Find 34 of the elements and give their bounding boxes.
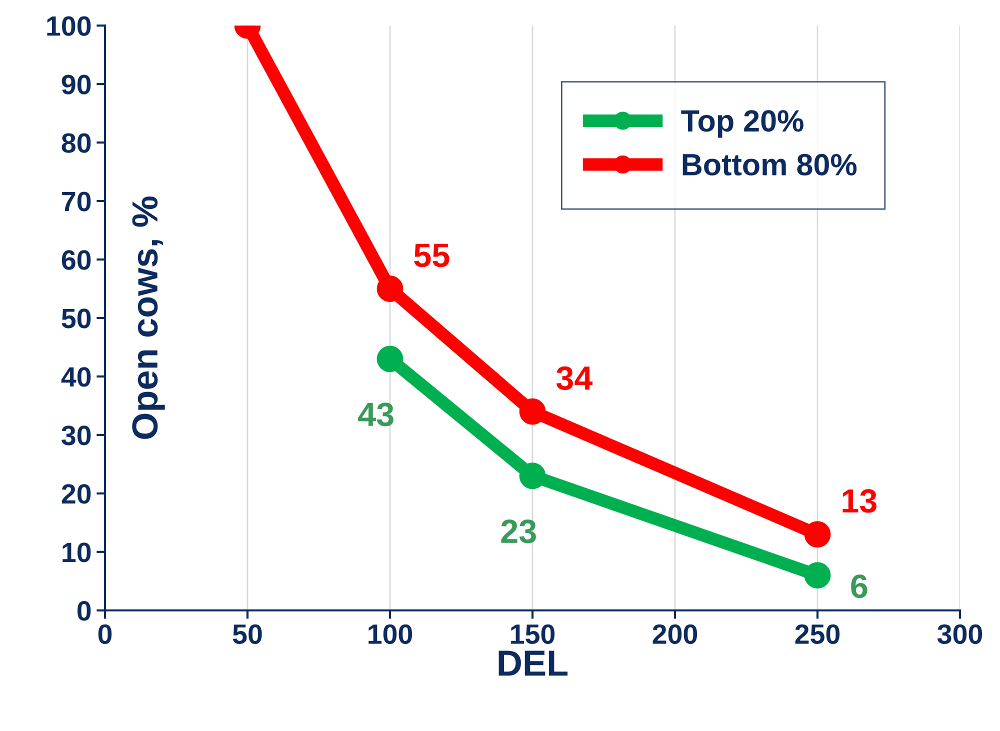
legend-label: Top 20% bbox=[681, 110, 804, 138]
y-tick-label: 60 bbox=[62, 250, 91, 270]
y-tick-label: 50 bbox=[62, 308, 91, 328]
point bbox=[519, 462, 546, 490]
x-tick-label: 200 bbox=[652, 624, 698, 644]
data-label: 23 bbox=[501, 520, 536, 544]
x-tick-label: 250 bbox=[795, 624, 840, 644]
y-tick-label: 70 bbox=[62, 192, 91, 212]
legend-label: Bottom 80% bbox=[682, 154, 857, 176]
y-axis-title: Open cows, % bbox=[132, 196, 165, 439]
data-label: 13 bbox=[842, 489, 876, 513]
point bbox=[804, 521, 831, 548]
y-tick-label: 20 bbox=[62, 484, 91, 504]
y-tick-label: 30 bbox=[62, 426, 91, 446]
y-tick-label: 10 bbox=[62, 542, 91, 562]
y-tick-label: 100 bbox=[47, 16, 91, 36]
point bbox=[376, 276, 404, 302]
x-tick-label: 0 bbox=[98, 624, 112, 644]
data-label: 6 bbox=[851, 574, 868, 598]
x-tick-label: 100 bbox=[368, 624, 412, 644]
x-axis-title: DEL bbox=[498, 650, 568, 676]
data-label: 34 bbox=[556, 366, 593, 390]
x-tick-label: 50 bbox=[232, 624, 262, 644]
x-tick-label: 300 bbox=[937, 624, 982, 644]
point bbox=[804, 562, 831, 588]
point bbox=[519, 398, 546, 425]
y-tick-label: 0 bbox=[77, 601, 91, 621]
y-tick-label: 40 bbox=[61, 367, 91, 387]
x-tick-label: 150 bbox=[511, 624, 555, 644]
point bbox=[376, 346, 404, 372]
data-label: 43 bbox=[358, 402, 394, 426]
data-label: 55 bbox=[414, 244, 450, 268]
y-tick-label: 90 bbox=[62, 74, 91, 94]
y-tick-label: 80 bbox=[62, 133, 91, 153]
